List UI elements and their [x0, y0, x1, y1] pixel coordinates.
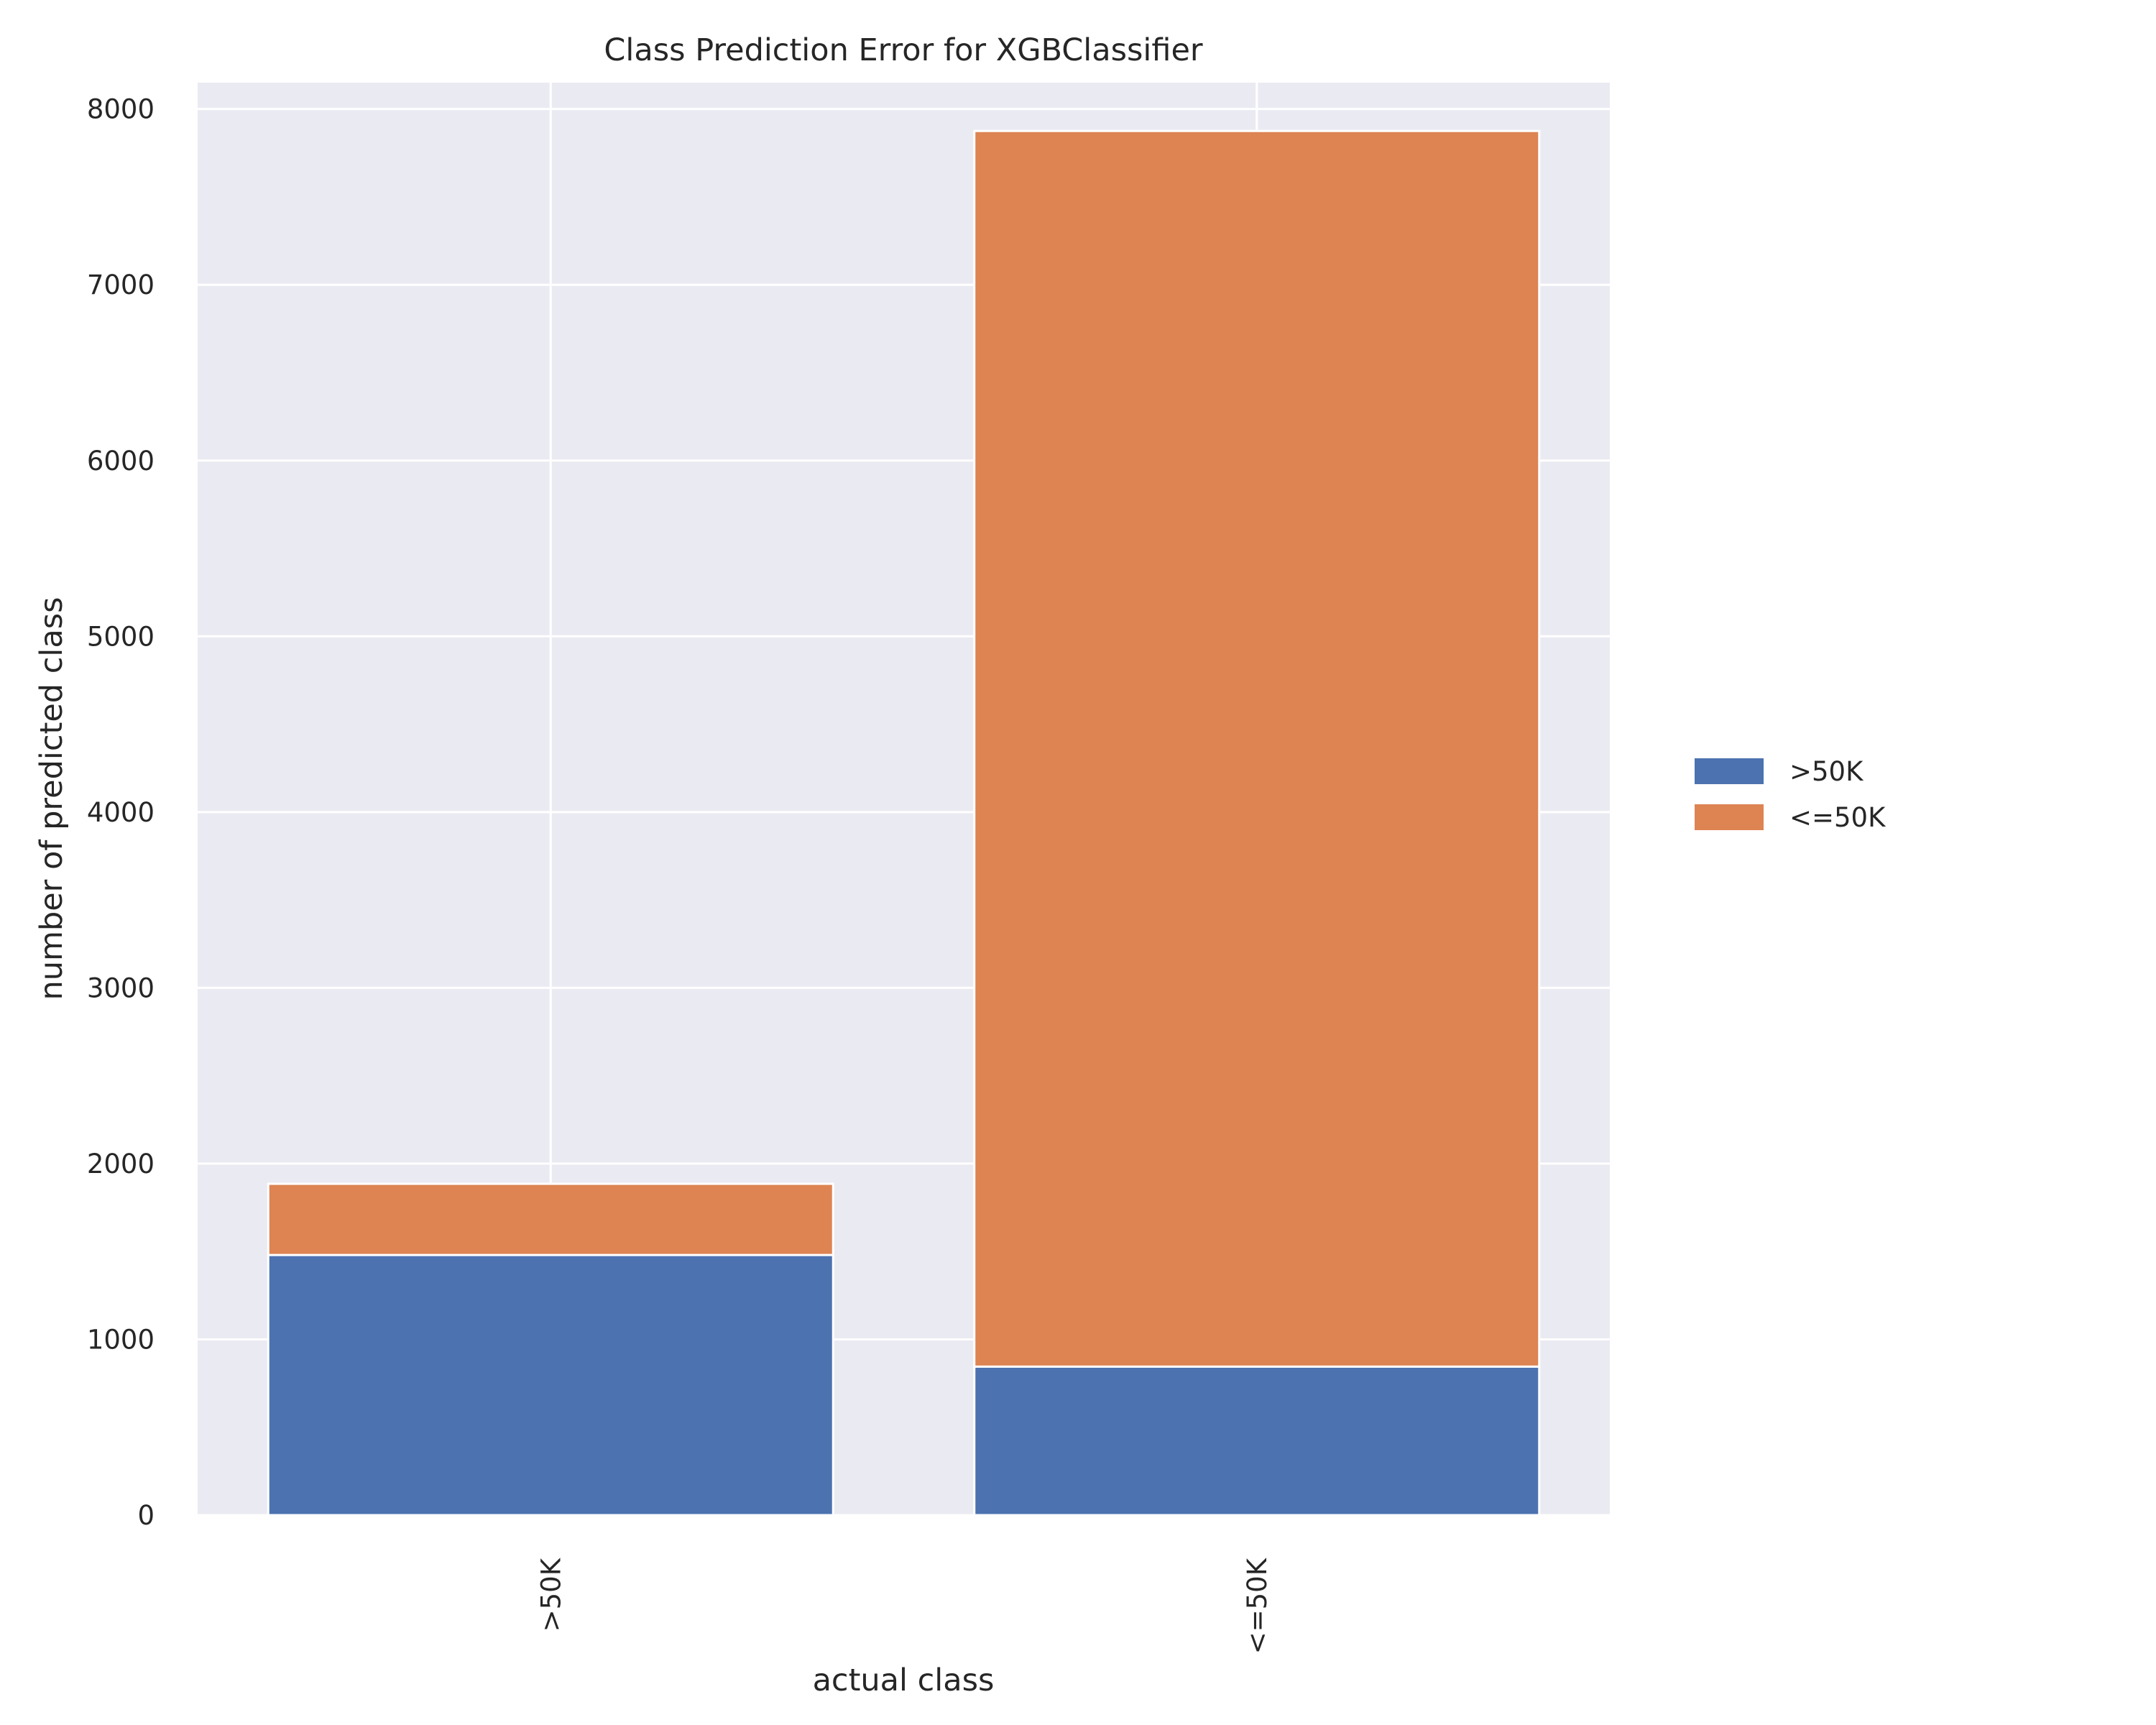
y-tick-label: 7000	[87, 270, 155, 300]
y-tick-label: 3000	[87, 972, 155, 1003]
y-axis-label: number of predicted class	[34, 597, 70, 1000]
bar-le50k-actual-le50k	[973, 129, 1541, 1368]
chart-title: Class Prediction Error for XGBClassifier	[604, 32, 1202, 68]
legend: >50K <=50K	[1695, 756, 1886, 833]
x-tick-labels: >50K <=50K	[535, 1557, 1273, 1654]
y-tick-label: 5000	[87, 621, 155, 652]
legend-label: >50K	[1789, 756, 1864, 787]
legend-swatch	[1695, 804, 1764, 830]
y-tick-label: 2000	[87, 1149, 155, 1179]
x-axis-label: actual class	[813, 1662, 995, 1698]
legend-label: <=50K	[1789, 802, 1886, 833]
bars	[267, 129, 1541, 1517]
bar-gt50k-actual-gt50k	[267, 1254, 834, 1517]
y-tick-labels: 0 1000 2000 3000 4000 5000 6000 7000 8000	[87, 94, 155, 1531]
y-tick-label: 0	[137, 1500, 155, 1531]
bar-le50k-actual-gt50k	[267, 1182, 834, 1256]
legend-swatch	[1695, 758, 1764, 784]
y-tick-label: 1000	[87, 1324, 155, 1355]
bar-gt50k-actual-le50k	[973, 1365, 1541, 1517]
x-tick-label: <=50K	[1242, 1557, 1273, 1654]
y-tick-label: 4000	[87, 797, 155, 828]
y-tick-label: 8000	[87, 94, 155, 125]
y-tick-label: 6000	[87, 446, 155, 477]
x-tick-label: >50K	[535, 1557, 566, 1632]
